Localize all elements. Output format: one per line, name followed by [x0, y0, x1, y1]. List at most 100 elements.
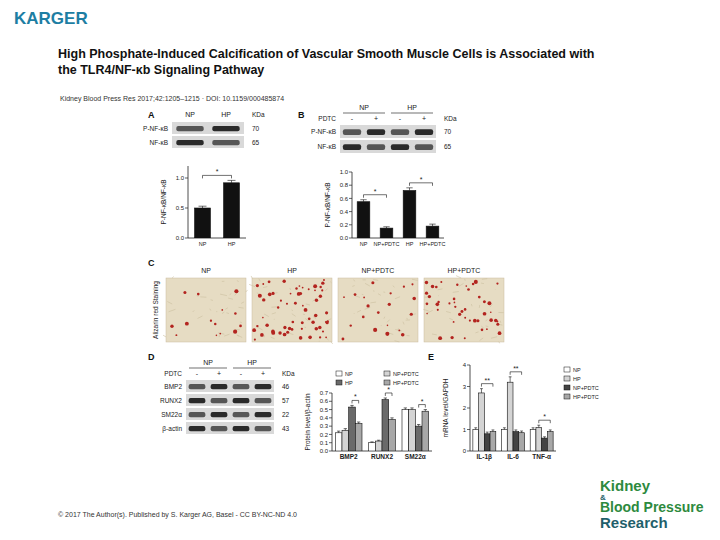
blot-band	[211, 384, 228, 389]
protein-label: SM22α	[161, 411, 182, 418]
y-tick	[329, 451, 332, 452]
panel-letter: B	[298, 110, 305, 120]
treatment-label: PDTC	[318, 115, 336, 122]
cell-texture	[249, 284, 255, 286]
blot-band	[211, 398, 228, 403]
calcium-deposit	[313, 284, 317, 288]
cell-texture	[403, 322, 404, 325]
calcium-deposit	[377, 311, 380, 314]
calcium-deposit	[473, 319, 477, 323]
y-tick-label: 0.2	[320, 432, 329, 438]
error-bar	[474, 428, 477, 430]
calcium-deposit	[292, 321, 295, 324]
calcium-deposit	[271, 292, 274, 295]
error-bar	[429, 224, 435, 226]
cell-texture	[222, 312, 224, 314]
cell-texture	[491, 337, 497, 339]
calcium-deposit	[464, 308, 467, 311]
calcium-deposit	[323, 279, 325, 281]
calcium-deposit	[268, 292, 272, 296]
calcium-deposit	[373, 328, 377, 332]
cell-texture	[197, 295, 199, 296]
legend-label: HP+PDTC	[393, 380, 419, 386]
significance-mark: *	[216, 168, 219, 175]
legend-label: HP+PDTC	[573, 394, 599, 400]
calcium-deposit	[496, 323, 499, 326]
bar	[536, 427, 542, 451]
image-label: HP+PDTC	[448, 267, 481, 274]
y-tick	[329, 393, 332, 394]
calcium-deposit	[308, 335, 312, 339]
legend-label: NP+PDTC	[393, 371, 419, 377]
bar	[542, 438, 548, 451]
significance-bracket	[410, 183, 433, 186]
calcium-deposit	[496, 320, 498, 322]
calcium-deposit	[170, 324, 173, 327]
error-bar	[383, 227, 389, 228]
cell-texture	[355, 296, 360, 298]
cell-texture	[449, 318, 453, 320]
image-label: NP+PDTC	[362, 267, 395, 274]
cell-texture	[464, 279, 466, 281]
error-bar	[486, 432, 489, 434]
x-tick-label: SM22α	[405, 453, 426, 460]
blot-band	[211, 412, 228, 417]
calcium-deposit	[239, 325, 242, 328]
calcium-deposit	[282, 280, 285, 283]
calcium-deposit	[498, 331, 502, 335]
cell-texture	[424, 296, 428, 297]
calcium-deposit	[486, 328, 488, 330]
cell-texture	[500, 321, 502, 323]
calcium-deposit	[489, 318, 493, 322]
calcium-deposit	[343, 296, 345, 298]
bar	[473, 430, 479, 452]
calcium-deposit	[327, 320, 329, 322]
calcium-deposit	[304, 308, 308, 312]
cell-texture	[459, 283, 464, 286]
bar	[349, 407, 356, 451]
blot-band	[211, 426, 228, 431]
calcium-deposit	[314, 289, 316, 291]
blot-band	[255, 426, 272, 431]
plot-area	[335, 398, 428, 451]
calcium-deposit	[483, 300, 486, 303]
calcium-deposit	[278, 331, 281, 334]
cell-texture	[362, 294, 364, 295]
calcium-deposit	[481, 329, 484, 332]
y-axis-label: P-NF-κB/NF-κB	[324, 182, 331, 227]
cell-texture	[239, 307, 244, 309]
blot-band	[212, 126, 239, 131]
y-tick	[349, 224, 352, 225]
bar	[375, 441, 382, 451]
background	[0, 0, 720, 540]
calcium-deposit	[299, 292, 302, 295]
calcium-deposit	[410, 313, 413, 316]
blot-band	[176, 126, 203, 131]
calcium-deposit	[465, 285, 467, 287]
significance-bracket	[203, 175, 232, 178]
calcium-deposit	[453, 321, 455, 323]
error-bar	[360, 200, 366, 202]
cell-texture	[216, 311, 217, 312]
cell-texture	[235, 293, 237, 295]
calcium-deposit	[283, 333, 287, 337]
y-tick	[467, 365, 470, 366]
protein-label: β-actin	[162, 425, 182, 433]
y-tick	[185, 238, 188, 239]
calcium-deposit	[426, 313, 428, 315]
group-rule	[189, 368, 227, 369]
calcium-deposit	[431, 285, 434, 288]
cell-texture	[264, 335, 265, 337]
cell-texture	[273, 319, 275, 320]
legend-label: NP	[573, 367, 581, 373]
cell-texture	[383, 317, 385, 319]
error-bar	[492, 430, 495, 432]
micrograph	[252, 278, 332, 342]
y-tick-label: 2	[463, 405, 467, 411]
error-bar	[424, 410, 427, 412]
cell-texture	[354, 313, 356, 315]
bar	[369, 443, 376, 451]
blot-band	[367, 144, 385, 150]
x-tick-label: IL-1β	[477, 453, 493, 461]
y-tick	[329, 409, 332, 410]
